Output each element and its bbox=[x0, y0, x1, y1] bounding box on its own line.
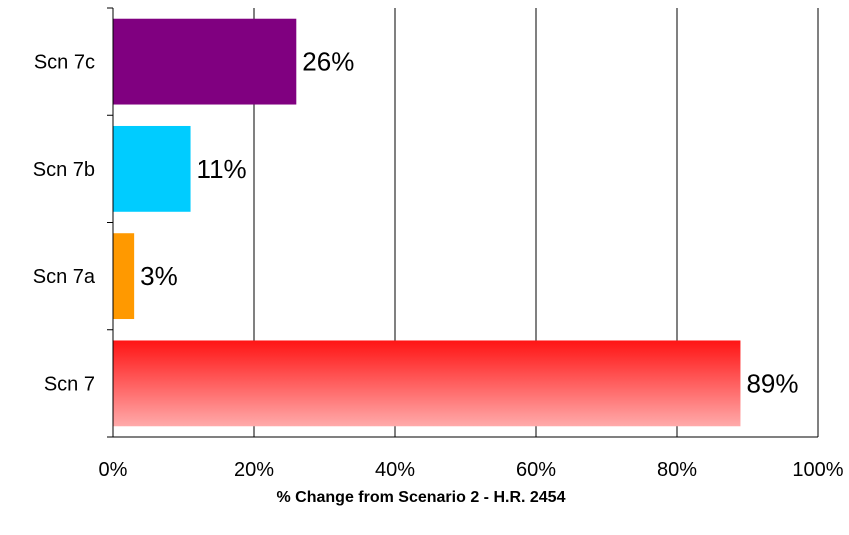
bar-scn-7c bbox=[113, 18, 297, 105]
data-label: 11% bbox=[197, 154, 247, 184]
data-label: 26% bbox=[302, 47, 354, 77]
x-tick-label: 20% bbox=[234, 459, 274, 481]
x-tick-label: 80% bbox=[657, 459, 697, 481]
labels: 0% 20% 40% 60% 80% 100% 89% Scn 7 3% Scn 7a 11% Scn… bbox=[33, 47, 844, 481]
data-label: 3% bbox=[140, 261, 178, 291]
bar-scn-7 bbox=[113, 340, 741, 427]
bars bbox=[113, 18, 741, 427]
category-label: Scn 7c bbox=[34, 52, 95, 74]
category-label: Scn 7a bbox=[33, 266, 96, 288]
x-tick-label: 40% bbox=[375, 459, 415, 481]
data-label: 89% bbox=[746, 368, 798, 398]
category-label: Scn 7b bbox=[33, 159, 95, 181]
category-label: Scn 7 bbox=[44, 373, 95, 395]
bar-scn-7a bbox=[113, 233, 135, 320]
axes bbox=[107, 7, 818, 438]
x-tick-label: 0% bbox=[99, 459, 128, 481]
x-tick-label: 100% bbox=[792, 459, 843, 481]
x-tick-label: 60% bbox=[516, 459, 556, 481]
x-axis-title: % Change from Scenario 2 - H.R. 2454 bbox=[277, 489, 566, 506]
bar-scn-7b bbox=[113, 125, 191, 212]
